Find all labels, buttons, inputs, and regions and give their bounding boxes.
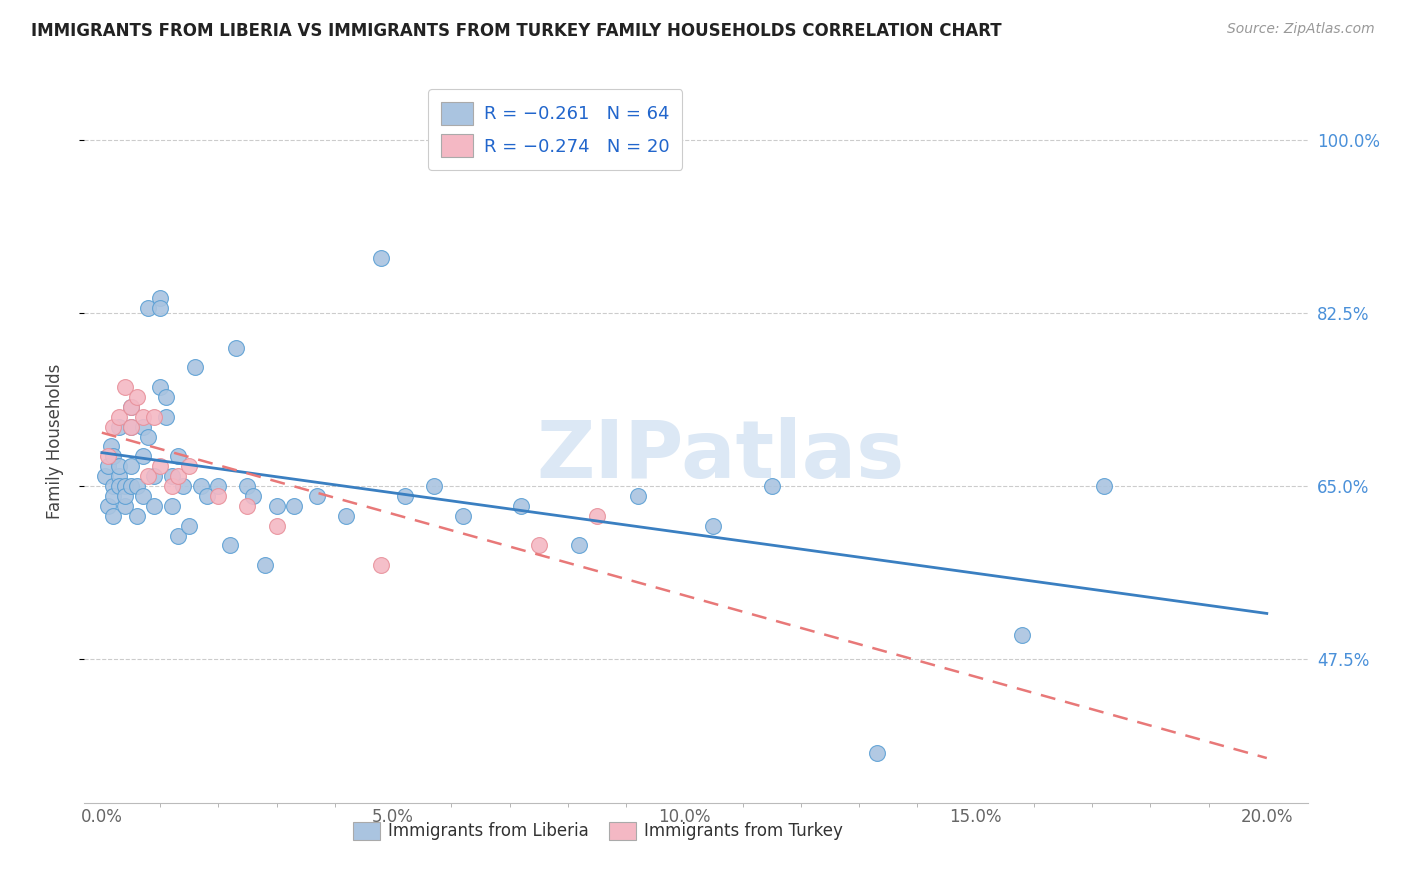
Point: [103, 508, 125, 523]
Point: [307, 489, 329, 503]
Point: [370, 252, 392, 266]
Point: [125, 390, 148, 404]
Point: [143, 409, 166, 424]
Point: [761, 479, 783, 493]
Point: [97, 450, 120, 464]
Point: [120, 419, 142, 434]
Point: [120, 419, 142, 434]
Point: [160, 479, 183, 493]
Point: [207, 479, 229, 493]
Point: [138, 429, 160, 443]
Point: [225, 341, 247, 355]
Point: [1011, 627, 1033, 641]
Point: [166, 469, 188, 483]
Point: [143, 469, 166, 483]
Text: ZIPatlas: ZIPatlas: [536, 417, 904, 495]
Point: [120, 400, 142, 414]
Point: [219, 539, 242, 553]
Point: [1092, 479, 1115, 493]
Point: [131, 489, 153, 503]
Point: [160, 469, 183, 483]
Point: [138, 469, 160, 483]
Point: [100, 440, 122, 454]
Point: [266, 499, 288, 513]
Point: [149, 301, 172, 315]
Point: [125, 508, 148, 523]
Point: [394, 489, 416, 503]
Y-axis label: Family Households: Family Households: [45, 364, 63, 519]
Point: [195, 489, 218, 503]
Point: [108, 459, 131, 474]
Point: [114, 380, 136, 394]
Point: [149, 380, 172, 394]
Point: [138, 301, 160, 315]
Point: [108, 479, 131, 493]
Point: [190, 479, 212, 493]
Point: [114, 499, 136, 513]
Point: [627, 489, 650, 503]
Point: [155, 390, 177, 404]
Point: [335, 508, 357, 523]
Point: [120, 459, 142, 474]
Point: [423, 479, 446, 493]
Point: [568, 539, 591, 553]
Point: [120, 479, 142, 493]
Point: [114, 479, 136, 493]
Point: [131, 409, 153, 424]
Point: [97, 499, 120, 513]
Point: [179, 459, 201, 474]
Point: [149, 459, 172, 474]
Point: [114, 489, 136, 503]
Point: [242, 489, 264, 503]
Point: [166, 528, 188, 542]
Point: [253, 558, 276, 573]
Point: [131, 419, 153, 434]
Point: [586, 508, 609, 523]
Point: [236, 479, 259, 493]
Point: [103, 419, 125, 434]
Point: [236, 499, 259, 513]
Point: [93, 469, 115, 483]
Point: [108, 419, 131, 434]
Point: [131, 450, 153, 464]
Legend: Immigrants from Liberia, Immigrants from Turkey: Immigrants from Liberia, Immigrants from…: [344, 814, 851, 848]
Point: [103, 479, 125, 493]
Point: [865, 747, 887, 761]
Point: [103, 450, 125, 464]
Point: [120, 400, 142, 414]
Point: [451, 508, 474, 523]
Point: [97, 459, 120, 474]
Point: [207, 489, 229, 503]
Point: [266, 518, 288, 533]
Point: [283, 499, 305, 513]
Point: [527, 539, 550, 553]
Point: [184, 360, 207, 375]
Point: [370, 558, 392, 573]
Point: [108, 409, 131, 424]
Text: IMMIGRANTS FROM LIBERIA VS IMMIGRANTS FROM TURKEY FAMILY HOUSEHOLDS CORRELATION : IMMIGRANTS FROM LIBERIA VS IMMIGRANTS FR…: [31, 22, 1001, 40]
Point: [160, 499, 183, 513]
Point: [172, 479, 194, 493]
Point: [155, 409, 177, 424]
Text: Source: ZipAtlas.com: Source: ZipAtlas.com: [1227, 22, 1375, 37]
Point: [510, 499, 533, 513]
Point: [166, 450, 188, 464]
Point: [702, 518, 724, 533]
Point: [108, 469, 131, 483]
Point: [143, 499, 166, 513]
Point: [179, 518, 201, 533]
Point: [125, 479, 148, 493]
Point: [149, 291, 172, 305]
Point: [103, 489, 125, 503]
